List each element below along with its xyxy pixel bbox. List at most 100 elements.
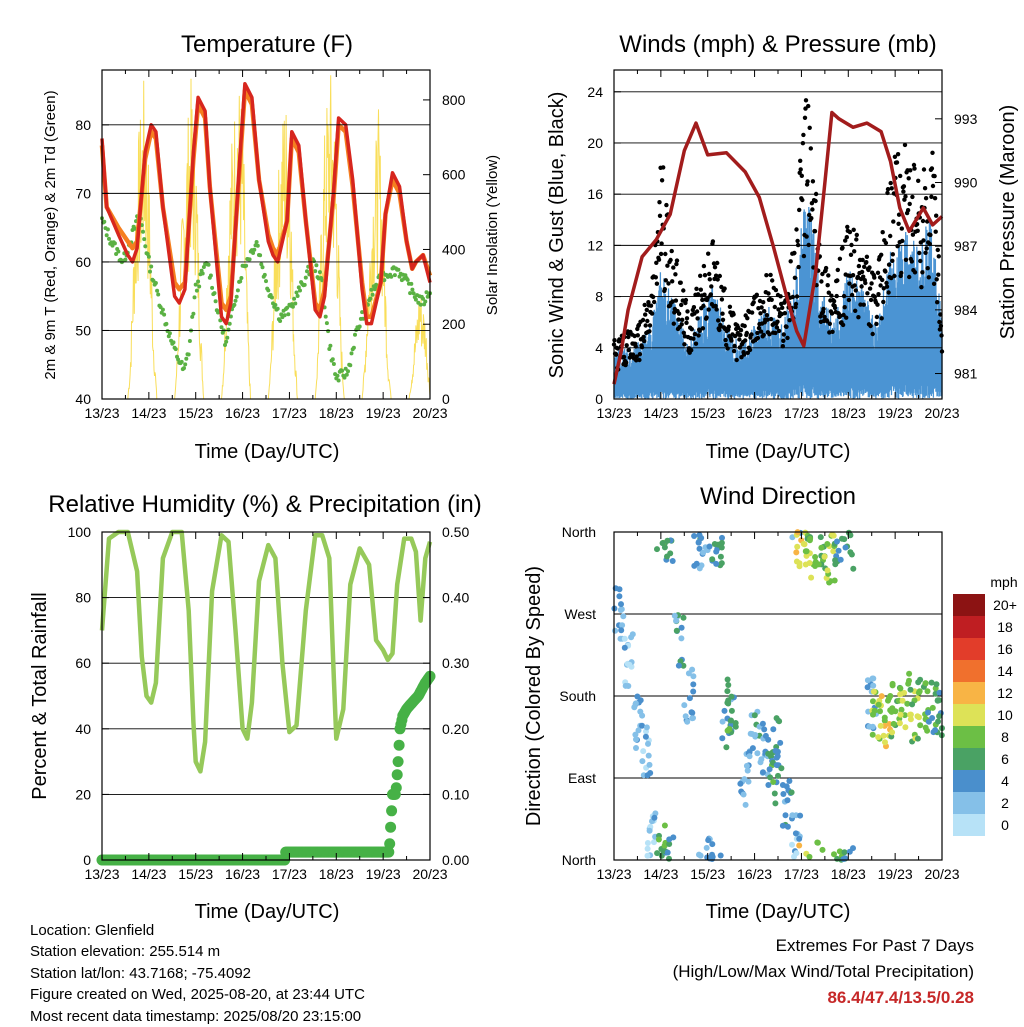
dewpoint-point: [273, 303, 278, 307]
gust-point: [644, 307, 649, 313]
gust-point: [653, 275, 658, 280]
gust-point: [835, 267, 840, 273]
temperature-xtick-label: 16/23: [225, 405, 260, 421]
gust-point: [758, 329, 764, 334]
direction-point: [691, 533, 698, 539]
gust-point: [695, 316, 700, 321]
gust-point: [884, 280, 889, 286]
direction-point: [618, 601, 624, 608]
gust-point: [682, 342, 687, 347]
direction-point: [784, 797, 791, 804]
humidity-xtick-label: 16/23: [225, 866, 260, 882]
dewpoint-point: [149, 264, 154, 269]
colorbar-label: 10: [997, 707, 1013, 723]
gust-point: [831, 299, 837, 304]
station-pressure-line: [612, 110, 944, 385]
gust-point: [765, 317, 770, 322]
winds-ytick-right-label: 987: [954, 238, 978, 254]
gust-point: [902, 142, 908, 148]
temperature-2m-line: [100, 81, 432, 326]
gust-point: [805, 179, 810, 184]
colorbar-label: 0: [1001, 817, 1009, 833]
direction-point: [732, 720, 739, 726]
gust-point: [755, 330, 760, 336]
gust-point: [766, 291, 771, 296]
direction-point: [680, 662, 687, 669]
gust-point: [860, 257, 865, 263]
dewpoint-point: [360, 310, 365, 315]
direction-point: [871, 707, 878, 714]
dewpoint-point: [208, 273, 213, 278]
direction-point: [621, 635, 628, 642]
dewpoint-point: [105, 227, 110, 232]
gust-point: [796, 264, 801, 270]
direction-point: [932, 727, 939, 734]
direction-point: [682, 713, 689, 720]
gust-point: [875, 270, 881, 275]
direction-point: [806, 560, 813, 566]
gust-point: [727, 304, 733, 309]
dewpoint-point: [331, 362, 336, 366]
gust-point: [889, 275, 894, 281]
direction-point: [824, 567, 831, 574]
direction-point: [800, 540, 807, 547]
direction-point: [772, 800, 779, 807]
dewpoint-point: [148, 269, 152, 274]
dewpoint-point: [226, 327, 231, 332]
temperature-ytick-label: 70: [75, 185, 91, 201]
gust-point: [849, 292, 855, 298]
direction-point: [709, 841, 716, 848]
direction-point: [925, 709, 931, 716]
direction-point: [905, 680, 912, 687]
gust-point: [912, 166, 917, 171]
direction-point: [929, 704, 936, 711]
dewpoint-point: [104, 233, 109, 238]
gust-point: [901, 184, 907, 189]
gust-point: [798, 158, 803, 163]
gust-point: [685, 309, 690, 314]
direction-point: [637, 708, 644, 715]
gust-point: [931, 281, 937, 286]
gust-point: [671, 265, 676, 270]
dewpoint-point: [194, 288, 199, 293]
direction-point: [834, 538, 840, 545]
direction-point: [824, 541, 831, 547]
gust-point: [852, 249, 857, 254]
gust-point: [761, 300, 766, 305]
dewpoint-point: [200, 271, 205, 276]
gust-point: [662, 287, 667, 292]
temperature-xtick-label: 18/23: [319, 405, 354, 421]
temperature-ytick-right-label: 600: [442, 167, 466, 183]
gust-point: [741, 352, 747, 357]
gust-point: [751, 300, 756, 305]
colorbar-label: 16: [997, 641, 1013, 657]
dewpoint-point: [184, 356, 189, 361]
gust-point: [864, 254, 870, 259]
gust-point: [664, 202, 669, 208]
dewpoint-point: [107, 236, 111, 241]
direction-point: [773, 715, 780, 722]
gust-point: [624, 343, 629, 348]
gust-point: [626, 347, 631, 353]
direction-point: [723, 744, 730, 751]
direction-point: [725, 682, 732, 688]
direction-point: [889, 729, 896, 736]
direction-point: [864, 677, 871, 684]
temperature-xtick-label: 17/23: [272, 405, 307, 421]
direction-point: [922, 680, 929, 687]
gust-point: [898, 173, 903, 179]
gust-point: [856, 263, 862, 269]
direction-point: [661, 822, 668, 829]
direction-point: [880, 732, 887, 739]
dewpoint-point: [132, 226, 137, 231]
gust-point: [915, 228, 920, 233]
direction-point: [705, 837, 712, 844]
dewpoint-point: [153, 281, 158, 285]
gust-point: [934, 213, 939, 218]
direction-point: [904, 700, 911, 707]
direction-point: [640, 748, 647, 755]
humidity-ytick-label: 20: [75, 786, 91, 802]
direction-point: [812, 559, 819, 565]
direction-point: [680, 614, 687, 621]
gust-point: [674, 261, 679, 267]
